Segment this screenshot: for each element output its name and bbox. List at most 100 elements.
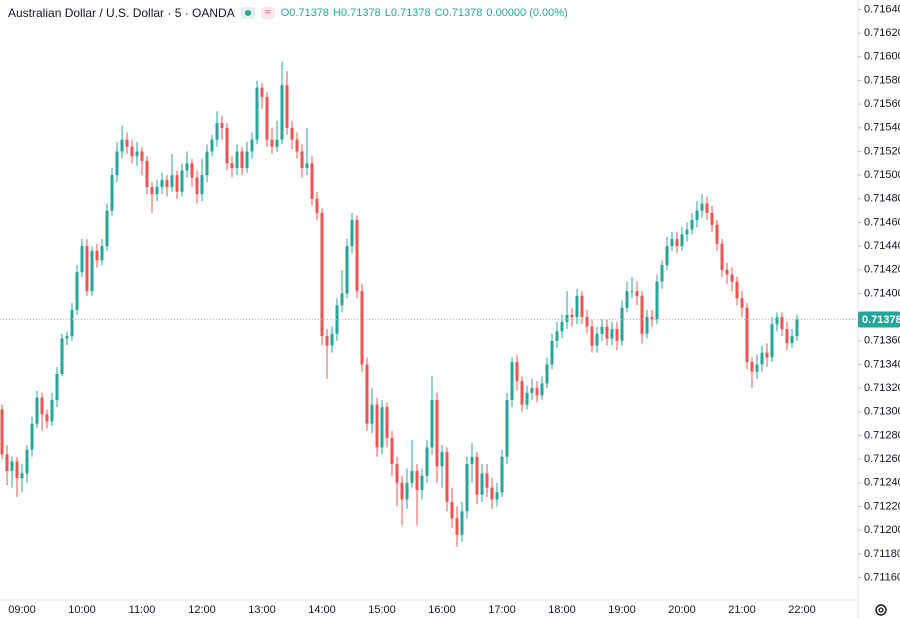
y-tick-label: 0.71280	[864, 429, 900, 441]
x-tick-label: 22:00	[788, 604, 816, 616]
y-tick-label: 0.71160	[864, 571, 900, 583]
candle-body	[530, 388, 534, 393]
candle-body	[310, 163, 314, 199]
candle-body	[755, 364, 759, 372]
candle-body	[640, 295, 644, 334]
candle-body	[315, 198, 319, 214]
legend-value: O0.71378	[280, 7, 330, 19]
y-tick-label: 0.71460	[864, 216, 900, 228]
candle-body	[440, 452, 444, 467]
candle-body	[575, 295, 579, 318]
candle-body	[120, 139, 124, 152]
candle-body	[560, 321, 564, 332]
candle-body	[500, 456, 504, 493]
candle-body	[300, 151, 304, 169]
y-tick-label: 0.71560	[864, 98, 900, 110]
y-tick-label: 0.71420	[864, 264, 900, 276]
candle-body	[260, 87, 264, 98]
y-tick-label: 0.71320	[864, 382, 900, 394]
status-icon[interactable]	[240, 7, 255, 19]
candle-body	[245, 151, 249, 169]
candle-body	[630, 291, 634, 293]
candle-body	[270, 139, 274, 147]
candle-body	[80, 246, 84, 273]
gear-ring	[875, 604, 887, 616]
candle-body	[750, 362, 754, 372]
candle-body	[580, 295, 584, 318]
candle-body	[450, 501, 454, 519]
y-tick-label: 0.71500	[864, 169, 900, 181]
y-tick-label: 0.71640	[864, 3, 900, 15]
y-tick-label: 0.71200	[864, 524, 900, 536]
settings-icon[interactable]	[875, 604, 887, 616]
candle-body	[600, 326, 604, 334]
candle-body	[680, 234, 684, 247]
candle-body	[225, 127, 229, 164]
candle-body	[685, 229, 689, 235]
candle-body	[435, 400, 439, 467]
candle-body	[40, 397, 44, 415]
y-tick-label: 0.71520	[864, 145, 900, 157]
candle-body	[410, 471, 414, 483]
candle-body	[555, 331, 559, 341]
candle-body	[485, 473, 489, 488]
candle-body	[520, 381, 524, 405]
candle-body	[5, 454, 9, 472]
candle-body	[115, 151, 119, 176]
candle-body	[360, 291, 364, 365]
candle-body	[545, 364, 549, 384]
candle-body	[390, 437, 394, 464]
candle-body	[670, 239, 674, 247]
y-tick-label: 0.71620	[864, 27, 900, 39]
candle-body	[35, 397, 39, 424]
gear-hub	[878, 607, 884, 613]
candle-body	[495, 492, 499, 500]
candle-body	[70, 310, 74, 337]
candle-body	[735, 281, 739, 299]
y-tick-label: 0.71220	[864, 500, 900, 512]
candle-body	[550, 340, 554, 365]
candle-body	[195, 177, 199, 195]
candle-body	[340, 293, 344, 306]
candle-body	[605, 326, 609, 339]
candle-body	[415, 471, 419, 490]
candle-body	[285, 85, 289, 128]
ohlc-legend: O0.71378 H0.71378 L0.71378 C0.71378 0.00000 …	[281, 7, 568, 19]
candle-body	[155, 186, 159, 195]
candle-body	[230, 163, 234, 169]
candle-body	[175, 175, 179, 192]
candle-body	[615, 328, 619, 341]
y-tick-label: 0.71600	[864, 51, 900, 63]
candle-body	[105, 210, 109, 247]
candle-body	[205, 151, 209, 176]
candle-body	[460, 511, 464, 535]
candle-body	[350, 220, 354, 247]
y-tick-label: 0.71400	[864, 287, 900, 299]
candle-body	[140, 151, 144, 161]
candle-body	[15, 461, 19, 479]
candle-body	[665, 246, 669, 266]
candle-body	[515, 362, 519, 382]
candle-body	[595, 333, 599, 346]
candle-body	[470, 456, 474, 464]
y-tick-label: 0.71540	[864, 122, 900, 134]
candle-body	[760, 352, 764, 365]
candle-body	[290, 127, 294, 140]
x-tick-label: 17:00	[488, 604, 516, 616]
candle-body	[255, 87, 259, 140]
x-tick-label: 12:00	[188, 604, 216, 616]
x-tick-label: 11:00	[129, 604, 156, 616]
candle-body	[510, 362, 514, 400]
candle-body	[250, 139, 254, 152]
y-tick-label: 0.71240	[864, 477, 900, 489]
candle-body	[280, 85, 284, 140]
candle-body	[235, 151, 239, 169]
chart-title[interactable]: Australian Dollar / U.S. Dollar · 5 · OA…	[8, 6, 235, 20]
candle-body	[565, 314, 569, 322]
market-icon[interactable]: ≈	[260, 7, 275, 19]
candle-body	[130, 146, 134, 157]
candle-body	[740, 298, 744, 308]
candle-body	[490, 487, 494, 500]
candle-body	[590, 326, 594, 346]
